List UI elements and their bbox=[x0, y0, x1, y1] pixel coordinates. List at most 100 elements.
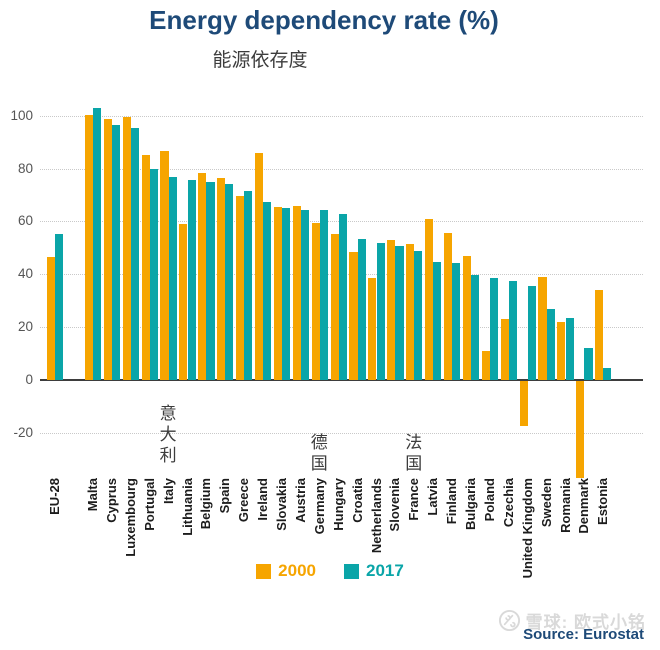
bar-2000-lithuania bbox=[179, 224, 188, 381]
bar-2017-lithuania bbox=[187, 179, 196, 381]
watermark: 雪球: 欧式小铭 bbox=[498, 608, 646, 633]
legend-label-2000: 2000 bbox=[278, 561, 316, 580]
y-tick-label-60: 60 bbox=[17, 213, 33, 229]
bar-2000-greece bbox=[236, 196, 245, 381]
category-label-austria: Austria bbox=[292, 478, 308, 523]
legend-label-2017: 2017 bbox=[366, 561, 404, 580]
category-label-hungary: Hungary bbox=[330, 478, 346, 531]
bar-2000-slovakia bbox=[273, 206, 282, 381]
legend-item-2000: 2000 bbox=[256, 561, 316, 581]
source-note: Source: Eurostat bbox=[523, 626, 644, 643]
category-label-poland: Poland bbox=[481, 478, 497, 522]
gridline--20 bbox=[40, 433, 643, 435]
bar-2017-denmark bbox=[584, 348, 593, 381]
chart-title: Energy dependency rate (%) bbox=[149, 5, 499, 35]
bar-2017-luxembourg bbox=[130, 127, 139, 381]
bar-2017-cyprus bbox=[111, 125, 121, 381]
category-label-spain: Spain bbox=[217, 478, 233, 514]
bar-2000-ireland bbox=[254, 153, 264, 381]
category-label-greece: Greece bbox=[236, 478, 252, 523]
watermark-text: 雪球: 欧式小铭 bbox=[525, 613, 646, 632]
bar-2000-estonia bbox=[595, 290, 604, 381]
category-label-malta: Malta bbox=[85, 478, 100, 512]
bar-2000-romania bbox=[557, 321, 566, 381]
category-label-czechia: Czechia bbox=[500, 478, 516, 528]
legend-item-2017: 2017 bbox=[344, 561, 404, 581]
bar-2017-finland bbox=[452, 263, 461, 381]
bar-2017-spain bbox=[225, 184, 234, 381]
bar-2017-belgium bbox=[206, 182, 215, 381]
bar-2000-eu-28 bbox=[47, 256, 56, 381]
legend-swatch-2017 bbox=[344, 563, 359, 579]
bar-2000-slovenia bbox=[387, 240, 396, 381]
bar-2000-latvia bbox=[425, 218, 434, 381]
category-label-romania: Romania bbox=[557, 478, 573, 533]
bar-2000-austria bbox=[292, 205, 301, 381]
y-tick-label-80: 80 bbox=[17, 160, 33, 176]
category-label-denmark: Denmark bbox=[576, 478, 592, 534]
category-label-belgium: Belgium bbox=[198, 478, 214, 530]
bar-2000-spain bbox=[217, 177, 226, 381]
y-tick-label--20: -20 bbox=[13, 425, 33, 441]
bar-2000-netherlands bbox=[368, 278, 377, 381]
category-label-sweden: Sweden bbox=[538, 478, 554, 528]
bar-2000-bulgaria bbox=[462, 256, 471, 381]
category-label-portugal: Portugal bbox=[141, 478, 157, 531]
category-label-finland: Finland bbox=[444, 478, 460, 525]
category-label-netherlands: Netherlands bbox=[368, 478, 384, 554]
category-label-france: France bbox=[406, 478, 422, 521]
legend-swatch-2000 bbox=[256, 563, 272, 579]
category-label-estonia: Estonia bbox=[595, 478, 611, 525]
legend: 2000 2017 bbox=[0, 561, 660, 581]
xueqiu-logo-icon bbox=[498, 609, 521, 632]
bar-2000-malta bbox=[84, 114, 93, 381]
bar-2017-austria bbox=[300, 209, 310, 381]
y-tick-label-20: 20 bbox=[17, 319, 33, 335]
bar-2017-malta bbox=[93, 107, 102, 381]
bar-2000-sweden bbox=[538, 277, 547, 381]
bar-2017-sweden bbox=[546, 309, 555, 381]
gridline-100 bbox=[40, 115, 643, 117]
bar-2017-poland bbox=[489, 278, 499, 381]
bar-2017-hungary bbox=[338, 213, 347, 381]
chart-subtitle: 能源依存度 bbox=[212, 50, 308, 71]
category-label-cyprus: Cyprus bbox=[103, 478, 119, 523]
bar-2000-finland bbox=[443, 233, 453, 381]
bar-2017-slovenia bbox=[395, 245, 404, 381]
bar-2017-romania bbox=[565, 318, 574, 381]
category-label-slovakia: Slovakia bbox=[274, 478, 289, 531]
bar-2000-germany bbox=[311, 222, 320, 381]
bar-2000-cyprus bbox=[103, 119, 112, 381]
category-label-latvia: Latvia bbox=[425, 478, 441, 516]
y-tick-label-40: 40 bbox=[17, 266, 33, 282]
bar-2017-latvia bbox=[433, 262, 442, 381]
bar-2017-czechia bbox=[508, 280, 517, 381]
bar-2017-portugal bbox=[149, 169, 158, 381]
bar-2017-ireland bbox=[263, 201, 272, 381]
x-axis-line bbox=[40, 379, 643, 382]
bar-2017-eu-28 bbox=[55, 234, 64, 381]
annotation-germany: 德国 bbox=[307, 433, 327, 475]
bar-2000-czechia bbox=[500, 319, 509, 381]
y-tick-label-100: 100 bbox=[10, 107, 33, 123]
bar-2000-france bbox=[406, 244, 415, 381]
bar-2017-netherlands bbox=[376, 242, 385, 381]
bar-2017-estonia bbox=[603, 368, 612, 381]
annotation-italy: 意大利 bbox=[156, 404, 176, 467]
annotation-france: 法国 bbox=[402, 433, 422, 475]
category-label-italy: Italy bbox=[160, 478, 176, 505]
gridline-80 bbox=[40, 168, 643, 170]
bar-2000-croatia bbox=[349, 251, 358, 381]
y-tick-label-0: 0 bbox=[25, 372, 33, 388]
bar-2000-poland bbox=[481, 350, 490, 381]
bar-2000-hungary bbox=[330, 234, 339, 381]
bar-2000-portugal bbox=[141, 154, 150, 381]
bar-2017-italy bbox=[168, 177, 177, 381]
bar-2000-denmark bbox=[576, 381, 585, 479]
category-label-slovenia: Slovenia bbox=[387, 478, 403, 532]
bar-2017-croatia bbox=[357, 239, 366, 381]
bar-2017-france bbox=[414, 250, 423, 381]
category-label-ireland: Ireland bbox=[255, 478, 271, 521]
bar-2000-belgium bbox=[198, 173, 207, 381]
